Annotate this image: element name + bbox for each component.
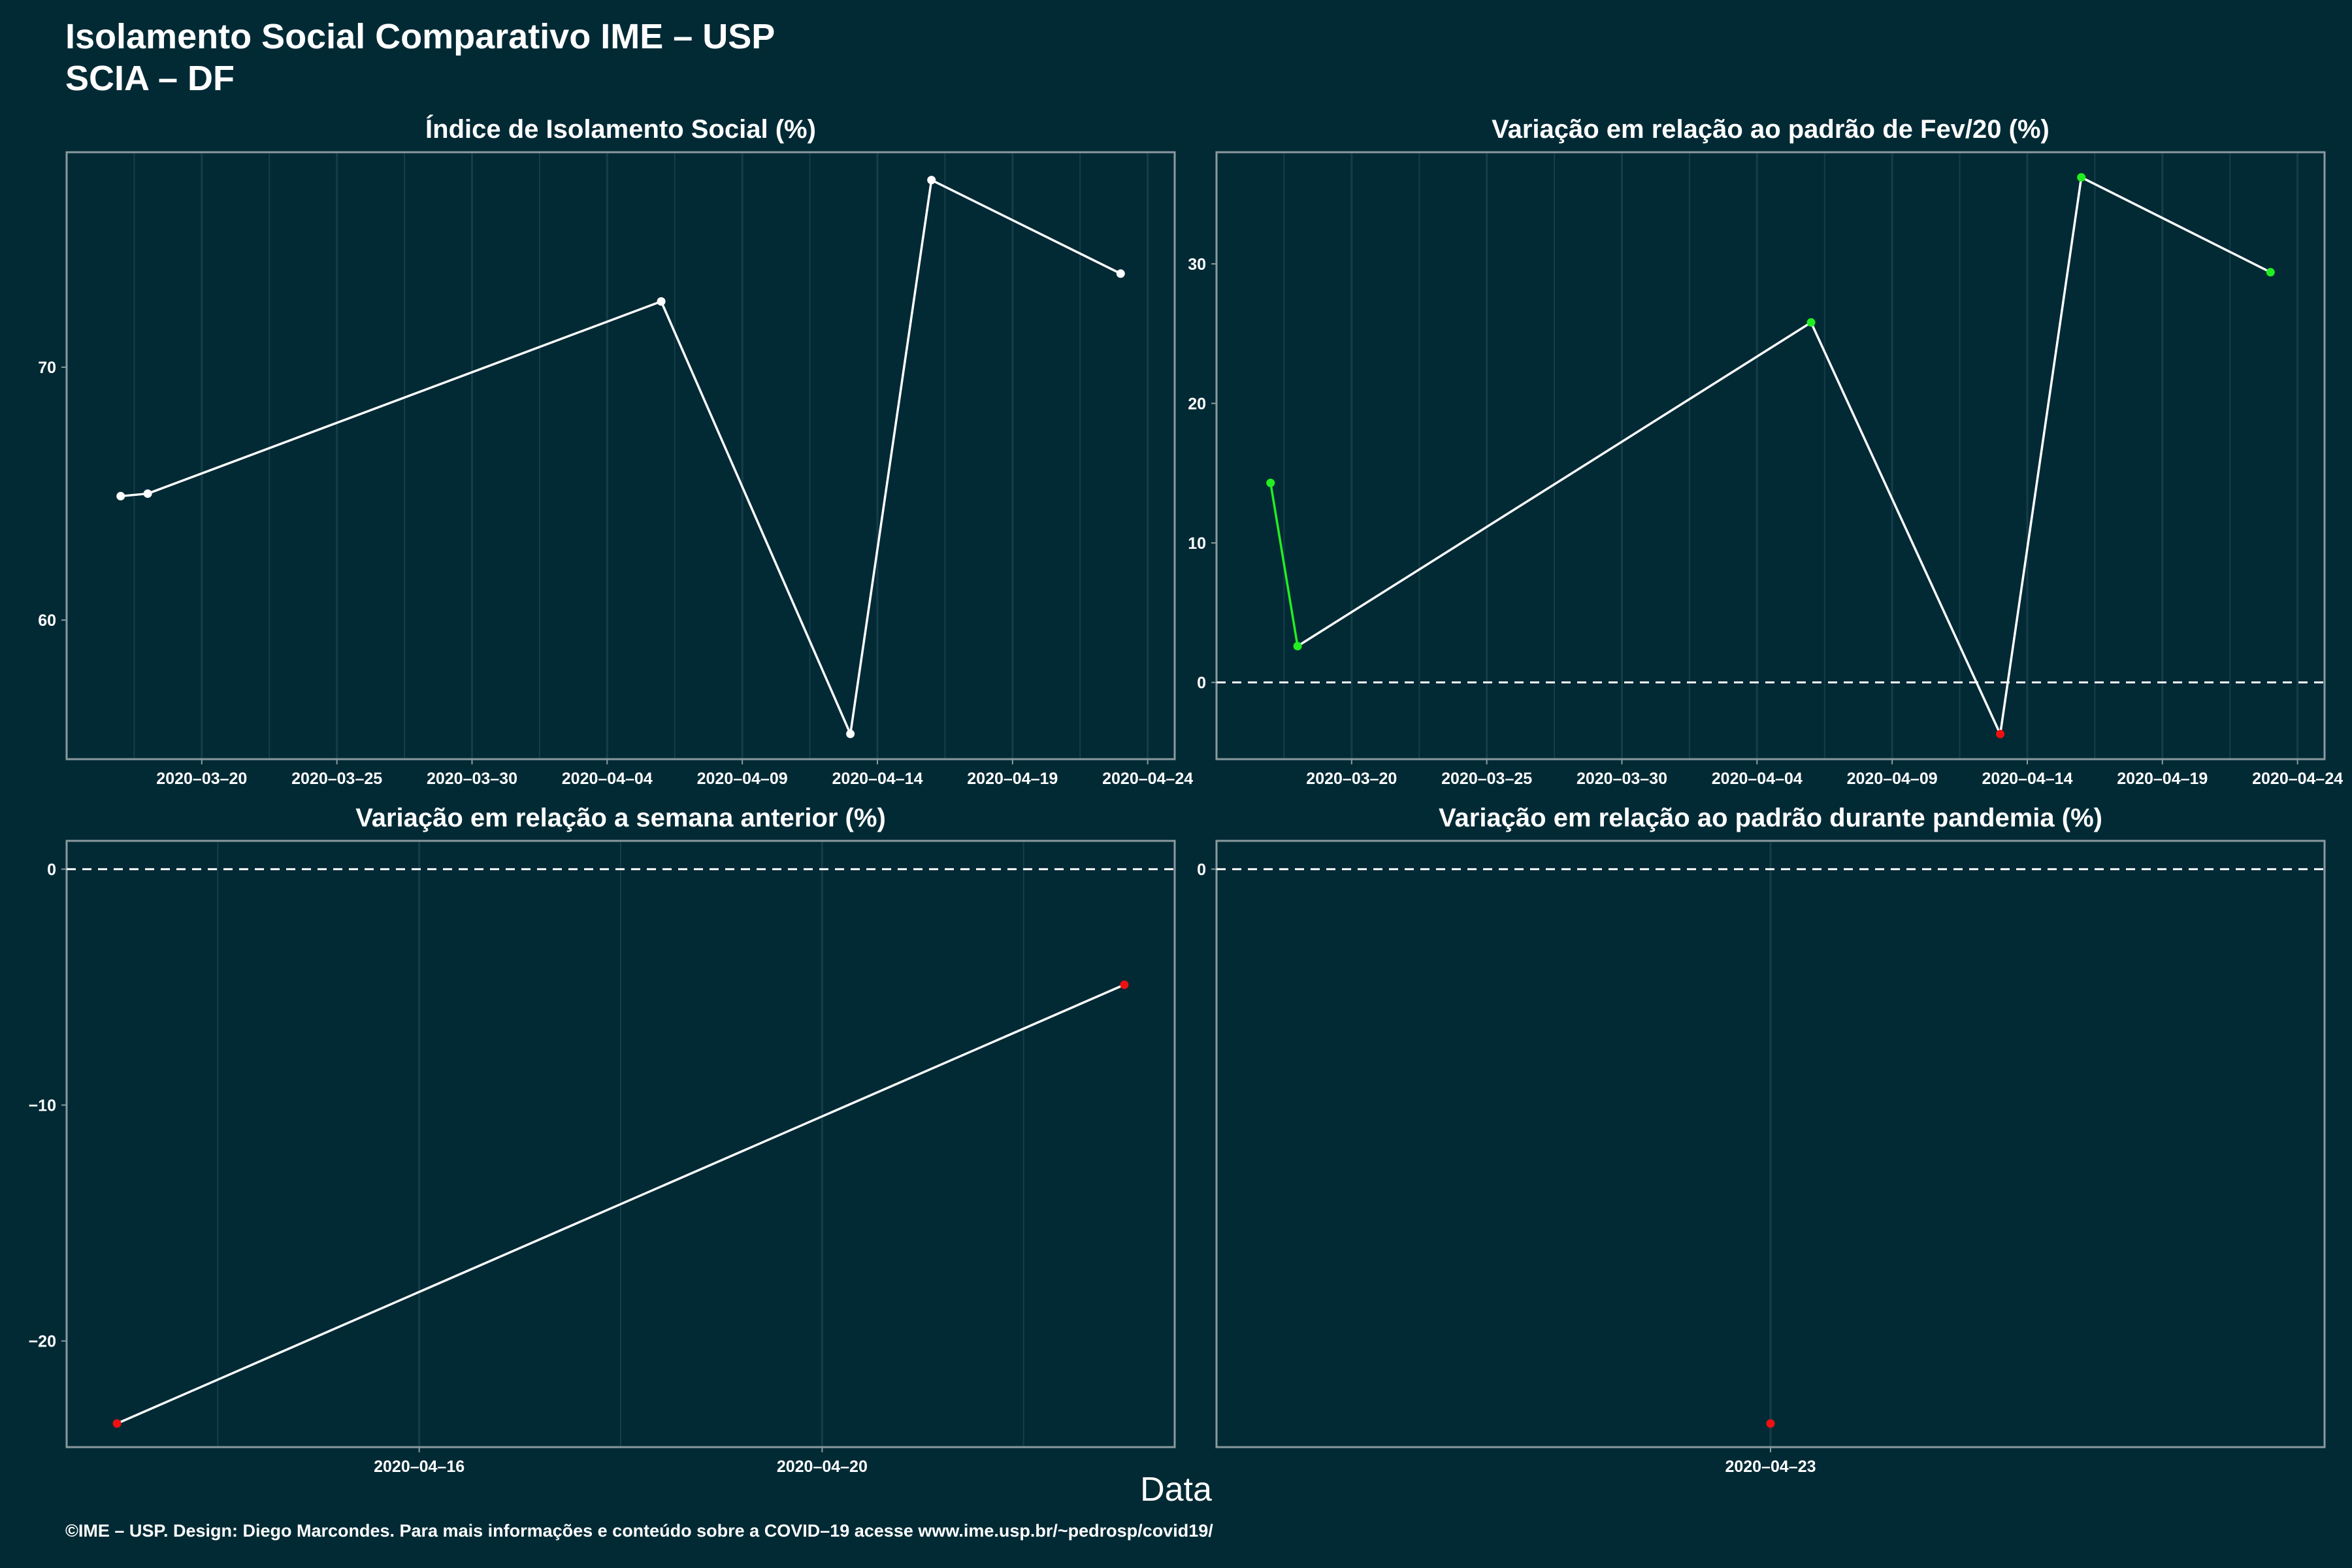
- panel-title-variation-pandemic: Variação em relação ao padrão durante pa…: [1439, 804, 2102, 832]
- series-segment: [1810, 321, 2002, 735]
- panel-border: [1215, 151, 2326, 760]
- series-segment: [1269, 482, 1299, 647]
- series-segment: [930, 179, 1122, 275]
- data-point: [1806, 318, 1816, 327]
- y-tick-label: −20: [29, 1333, 56, 1351]
- main-title-line2: SCIA – DF: [65, 59, 235, 98]
- x-tick-label: 2020–04–20: [777, 1458, 868, 1476]
- panel-title-isolation-index: Índice de Isolamento Social (%): [425, 115, 816, 144]
- data-point: [657, 297, 666, 306]
- main-title-line1: Isolamento Social Comparativo IME – USP: [65, 17, 776, 56]
- x-tick-label: 2020–04–04: [562, 770, 653, 788]
- x-tick-label: 2020–04–23: [1725, 1458, 1816, 1476]
- x-tick-label: 2020–03–30: [427, 770, 517, 788]
- y-tick-label: 0: [47, 860, 56, 879]
- series-segment: [1999, 177, 2083, 734]
- y-tick-label: 0: [1197, 674, 1206, 693]
- data-point: [1120, 980, 1129, 989]
- x-tick-label: 2020–04–14: [832, 770, 923, 788]
- x-tick-label: 2020–04–09: [1847, 770, 1938, 788]
- data-point: [2266, 268, 2275, 277]
- footer-caption: ©IME – USP. Design: Diego Marcondes. Par…: [65, 1521, 1213, 1541]
- x-tick-label: 2020–03–25: [1441, 770, 1532, 788]
- y-tick-label: 70: [38, 359, 56, 377]
- panel-border: [65, 840, 1176, 1448]
- x-axis-label: Data: [1140, 1471, 1212, 1509]
- data-point: [1766, 1419, 1775, 1428]
- series-segment: [1297, 321, 1812, 647]
- series-segment: [849, 180, 933, 734]
- data-point: [1116, 269, 1125, 278]
- panel-title-variation-prev-week: Variação em relação a semana anterior (%…: [355, 804, 886, 832]
- series-segment: [147, 300, 662, 495]
- y-tick-label: 20: [1188, 395, 1206, 413]
- panel-border: [65, 151, 1176, 760]
- y-tick-label: 10: [1188, 534, 1206, 553]
- x-tick-label: 2020–03–20: [156, 770, 247, 788]
- x-tick-label: 2020–03–25: [291, 770, 382, 788]
- data-point: [1266, 478, 1275, 487]
- x-tick-label: 2020–04–16: [374, 1458, 465, 1476]
- x-tick-label: 2020–04–24: [2252, 770, 2343, 788]
- panel-border: [1215, 840, 2326, 1448]
- data-point: [1293, 642, 1302, 651]
- series-segment: [660, 301, 852, 734]
- series-segment: [120, 492, 148, 498]
- data-point: [1996, 730, 2005, 739]
- x-tick-label: 2020–04–19: [2117, 770, 2208, 788]
- main-title: Isolamento Social Comparativo IME – USP …: [65, 16, 775, 99]
- panel-title-variation-feb: Variação em relação ao padrão de Fev/20 …: [1492, 115, 2050, 144]
- data-point: [143, 489, 152, 498]
- y-tick-label: 0: [1197, 860, 1206, 879]
- x-tick-label: 2020–03–20: [1306, 770, 1397, 788]
- series-segment: [116, 983, 1125, 1425]
- y-tick-label: −10: [29, 1096, 56, 1115]
- data-point: [927, 176, 936, 185]
- x-tick-label: 2020–04–04: [1712, 770, 1803, 788]
- data-point: [2077, 172, 2086, 182]
- x-tick-label: 2020–04–19: [967, 770, 1058, 788]
- x-tick-label: 2020–04–09: [697, 770, 788, 788]
- y-tick-label: 30: [1188, 255, 1206, 274]
- series-segment: [2080, 176, 2272, 274]
- x-tick-label: 2020–04–14: [1982, 770, 2072, 788]
- y-tick-label: 60: [38, 612, 56, 630]
- data-point: [116, 491, 125, 500]
- x-tick-label: 2020–04–24: [1102, 770, 1193, 788]
- data-point: [846, 729, 855, 738]
- data-point: [112, 1419, 122, 1428]
- x-tick-label: 2020–03–30: [1576, 770, 1667, 788]
